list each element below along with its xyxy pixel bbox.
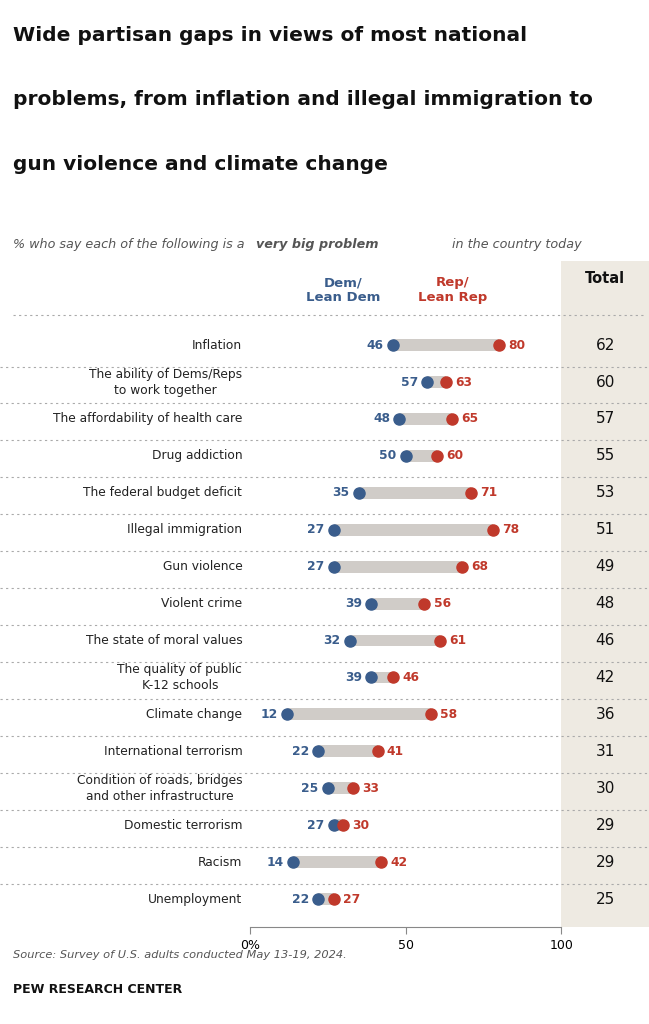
Text: Gun violence: Gun violence	[163, 560, 242, 573]
Text: 51: 51	[596, 522, 615, 538]
Text: 39: 39	[345, 597, 362, 610]
Bar	[319, 893, 334, 905]
Text: 36: 36	[595, 707, 615, 722]
Bar	[319, 745, 378, 757]
Text: 42: 42	[390, 856, 407, 868]
Bar	[399, 413, 452, 425]
Text: Source: Survey of U.S. adults conducted May 13-19, 2024.: Source: Survey of U.S. adults conducted …	[13, 950, 347, 961]
Text: 22: 22	[292, 893, 309, 905]
Text: 30: 30	[596, 780, 615, 796]
Bar	[371, 598, 424, 609]
Text: 30: 30	[352, 818, 370, 831]
Text: 33: 33	[362, 781, 379, 795]
Text: Wide partisan gaps in views of most national: Wide partisan gaps in views of most nati…	[13, 26, 527, 45]
Text: Illegal immigration: Illegal immigration	[127, 523, 242, 537]
Text: 62: 62	[596, 338, 615, 352]
Text: 63: 63	[456, 376, 472, 388]
Text: Inflation: Inflation	[192, 339, 242, 351]
Text: gun violence and climate change: gun violence and climate change	[13, 155, 388, 174]
Text: 53: 53	[596, 485, 615, 501]
Text: Domestic terrorism: Domestic terrorism	[124, 818, 242, 831]
Text: 22: 22	[292, 744, 309, 758]
Text: 58: 58	[440, 708, 457, 721]
Text: 78: 78	[502, 523, 519, 537]
Bar	[406, 450, 437, 462]
Bar	[334, 561, 461, 572]
Text: 61: 61	[449, 634, 467, 647]
Bar	[428, 376, 446, 388]
Text: 31: 31	[596, 743, 615, 759]
Text: PEW RESEARCH CENTER: PEW RESEARCH CENTER	[13, 983, 182, 996]
Text: Condition of roads, bridges
and other infrastructure: Condition of roads, bridges and other in…	[77, 774, 242, 803]
Text: International terrorism: International terrorism	[104, 744, 242, 758]
Text: 46: 46	[596, 633, 615, 648]
Text: 68: 68	[471, 560, 488, 573]
Text: Racism: Racism	[198, 856, 242, 868]
Text: % who say each of the following is a: % who say each of the following is a	[13, 238, 249, 251]
Text: 14: 14	[267, 856, 284, 868]
Text: 29: 29	[596, 855, 615, 869]
Text: 48: 48	[373, 413, 390, 426]
Bar	[288, 709, 430, 720]
Text: Drug addiction: Drug addiction	[152, 450, 242, 463]
Text: 42: 42	[596, 670, 615, 685]
Text: 27: 27	[308, 818, 324, 831]
Text: 25: 25	[596, 892, 615, 906]
Text: Total: Total	[585, 271, 625, 287]
Text: 60: 60	[446, 450, 463, 463]
Text: 60: 60	[596, 375, 615, 389]
Text: 39: 39	[345, 671, 362, 684]
Text: 56: 56	[434, 597, 451, 610]
Text: 48: 48	[596, 596, 615, 611]
Text: 27: 27	[343, 893, 361, 905]
Text: 46: 46	[367, 339, 384, 351]
Text: Unemployment: Unemployment	[148, 893, 242, 905]
Bar	[350, 635, 440, 646]
Bar	[334, 524, 493, 536]
Text: 12: 12	[261, 708, 278, 721]
Bar	[334, 819, 343, 831]
Bar	[371, 672, 393, 683]
Text: 71: 71	[480, 486, 498, 500]
Text: Rep/
Lean Rep: Rep/ Lean Rep	[418, 276, 487, 304]
Text: 32: 32	[323, 634, 340, 647]
Text: 49: 49	[596, 559, 615, 574]
Text: 29: 29	[596, 818, 615, 833]
Text: 57: 57	[401, 376, 418, 388]
Text: problems, from inflation and illegal immigration to: problems, from inflation and illegal imm…	[13, 90, 593, 110]
Text: very big problem: very big problem	[256, 238, 379, 251]
Text: 80: 80	[508, 339, 526, 351]
Text: 27: 27	[308, 560, 324, 573]
Text: The quality of public
K-12 schools: The quality of public K-12 schools	[117, 663, 242, 692]
Text: 65: 65	[461, 413, 479, 426]
Text: The ability of Dems/Reps
to work together: The ability of Dems/Reps to work togethe…	[90, 368, 242, 396]
Bar	[293, 856, 381, 868]
Text: The state of moral values: The state of moral values	[86, 634, 242, 647]
Text: 27: 27	[308, 523, 324, 537]
Text: 41: 41	[387, 744, 404, 758]
Text: 35: 35	[332, 486, 350, 500]
Text: Climate change: Climate change	[147, 708, 242, 721]
Text: 50: 50	[379, 450, 397, 463]
Text: The federal budget deficit: The federal budget deficit	[84, 486, 242, 500]
Text: The affordability of health care: The affordability of health care	[53, 413, 242, 426]
Text: Dem/
Lean Dem: Dem/ Lean Dem	[306, 276, 380, 304]
Text: 46: 46	[402, 671, 419, 684]
Text: in the country today: in the country today	[448, 238, 582, 251]
Bar	[359, 487, 471, 499]
Text: 57: 57	[596, 412, 615, 426]
Text: Violent crime: Violent crime	[161, 597, 242, 610]
Bar	[393, 339, 499, 351]
Text: 55: 55	[596, 449, 615, 464]
Bar	[328, 782, 352, 795]
Text: 25: 25	[301, 781, 319, 795]
